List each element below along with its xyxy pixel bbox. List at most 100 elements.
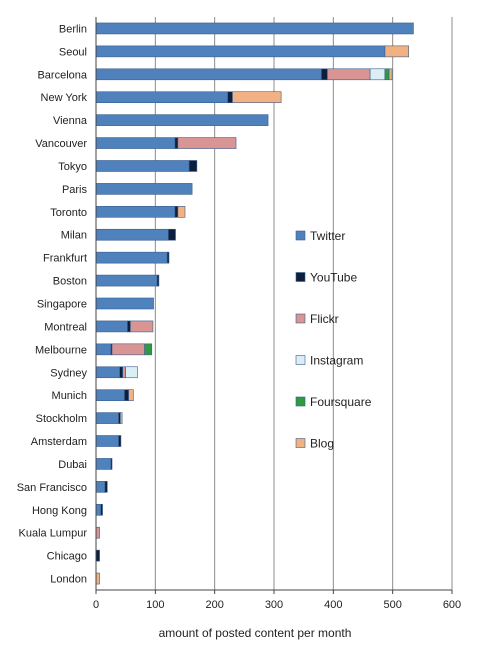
bar-segment-flickr (111, 343, 145, 356)
category-label: Montreal (44, 321, 87, 333)
bar-segment-twitter (95, 45, 386, 58)
bar-segment-blog (232, 91, 282, 104)
category-label: Hong Kong (32, 505, 87, 517)
bar-segment-twitter (95, 91, 229, 104)
category-label: Toronto (50, 207, 87, 219)
bar-segment-flickr (177, 137, 237, 149)
bar-segment-instagram (369, 68, 386, 81)
bar-segment-twitter (95, 297, 154, 310)
legend-label: Blog (310, 437, 334, 451)
category-label: Munich (52, 390, 87, 402)
legend-label: Twitter (310, 229, 345, 243)
legend-swatch (295, 272, 306, 282)
category-label: Boston (53, 276, 87, 288)
bar-segment-blog (128, 389, 134, 401)
bar-segment-youtube (127, 320, 131, 333)
bar-segment-twitter (95, 114, 269, 126)
bar-segment-twitter (95, 160, 190, 172)
bar-segment-twitter (95, 22, 414, 35)
legend-label: Instagram (310, 354, 363, 368)
bar-segment-twitter (95, 274, 158, 287)
bar-segment-flickr (95, 526, 100, 539)
legend-label: Foursquare (310, 395, 372, 409)
category-label: London (50, 574, 87, 586)
bar-segment-youtube (110, 458, 113, 470)
bar-segment-foursquare (384, 68, 390, 81)
bar-segment-foursquare (144, 343, 153, 356)
bar-segment-blog (177, 206, 186, 218)
category-label: Berlin (59, 23, 87, 35)
bar-segment-youtube (188, 160, 198, 172)
bar-segment-youtube (118, 435, 122, 447)
category-label: Barcelona (37, 69, 87, 81)
bar-segment-flickr (130, 320, 154, 333)
category-label: Kuala Lumpur (19, 528, 88, 540)
x-tick-label: 0 (93, 599, 99, 611)
category-label: New York (41, 92, 88, 104)
x-tick-label: 400 (324, 599, 342, 611)
bar-segment-blog (388, 68, 393, 81)
category-label: Chicago (47, 551, 87, 563)
bar-segment-blog (384, 45, 409, 58)
x-tick-label: 500 (383, 599, 401, 611)
bar-segment-twitter (95, 228, 169, 241)
x-tick-labels: 0 100 200 300 400 500 600 (93, 599, 461, 611)
bar-segment-youtube (166, 251, 170, 264)
legend-item-foursquare: Foursquare (295, 395, 372, 409)
bar-segment-twitter (95, 481, 106, 493)
bar-segment-twitter (95, 412, 119, 424)
legend-label: Flickr (310, 312, 339, 326)
legend-swatch (295, 230, 306, 241)
bar-segment-flickr (122, 366, 126, 379)
bar-segment-twitter (95, 137, 176, 149)
bar-segment-youtube (174, 137, 179, 149)
legend-item-flickr: Flickr (295, 312, 339, 326)
x-tick-label: 600 (443, 599, 461, 611)
legend-item-youtube: YouTube (295, 271, 357, 285)
bar-segment-twitter (95, 183, 193, 195)
bar-segment-youtube (156, 274, 160, 287)
category-label: Seoul (59, 46, 87, 58)
category-label: Frankfurt (43, 253, 87, 265)
bar-segment-twitter (95, 68, 322, 81)
bar-segment-twitter (95, 458, 112, 470)
axes (95, 17, 453, 594)
x-axis-title: amount of posted content per month (159, 626, 352, 640)
legend-swatch (295, 355, 306, 365)
bar-segment-youtube (104, 481, 108, 493)
bar-segment-twitter (95, 389, 125, 401)
legend: Twitter YouTube Flickr Instagram Foursquare B… (295, 229, 372, 451)
legend-item-blog: Blog (295, 437, 334, 451)
gridlines (154, 17, 453, 590)
category-label: Amsterdam (31, 436, 87, 448)
category-label: Melbourne (35, 344, 87, 356)
bar-segment-blog (120, 412, 123, 424)
bar-segment-youtube (321, 68, 328, 81)
category-label: Paris (62, 184, 88, 196)
legend-swatch (295, 396, 306, 407)
category-labels: Berlin Seoul Barcelona New York Vienna Vancou… (17, 23, 88, 585)
category-label: San Francisco (17, 482, 87, 494)
x-tick-label: 100 (146, 599, 164, 611)
bar-segment-instagram (125, 366, 138, 379)
category-label: Vienna (53, 115, 88, 127)
bar-segment-youtube (95, 549, 100, 562)
legend-item-twitter: Twitter (295, 229, 345, 243)
bar-segment-blog (95, 572, 100, 585)
bar-segment-youtube (100, 503, 103, 516)
category-label: Sydney (50, 367, 87, 379)
bar-segment-youtube (227, 91, 233, 104)
bar-segment-flickr (327, 68, 371, 81)
bar-segment-twitter (95, 206, 176, 218)
legend-swatch (295, 313, 306, 324)
bar-segment-youtube (168, 228, 176, 241)
bar-segment-twitter (95, 435, 119, 447)
bar-segment-twitter (95, 251, 168, 264)
x-tick-label: 200 (205, 599, 223, 611)
legend-label: YouTube (310, 271, 357, 285)
x-tick-label: 300 (265, 599, 283, 611)
legend-item-instagram: Instagram (295, 354, 363, 368)
bar-segment-twitter (95, 503, 102, 516)
